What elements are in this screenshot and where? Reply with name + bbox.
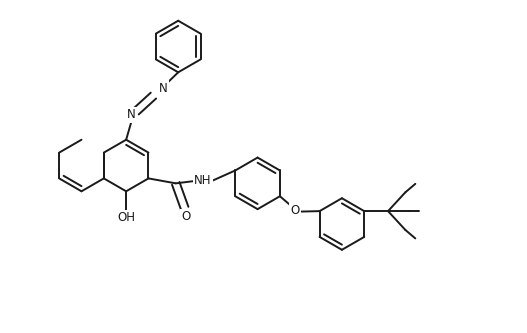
Text: N: N bbox=[126, 109, 135, 122]
Text: OH: OH bbox=[117, 211, 135, 224]
Text: NH: NH bbox=[194, 174, 212, 187]
Text: N: N bbox=[159, 82, 168, 95]
Text: O: O bbox=[181, 210, 191, 223]
Text: O: O bbox=[290, 204, 299, 217]
